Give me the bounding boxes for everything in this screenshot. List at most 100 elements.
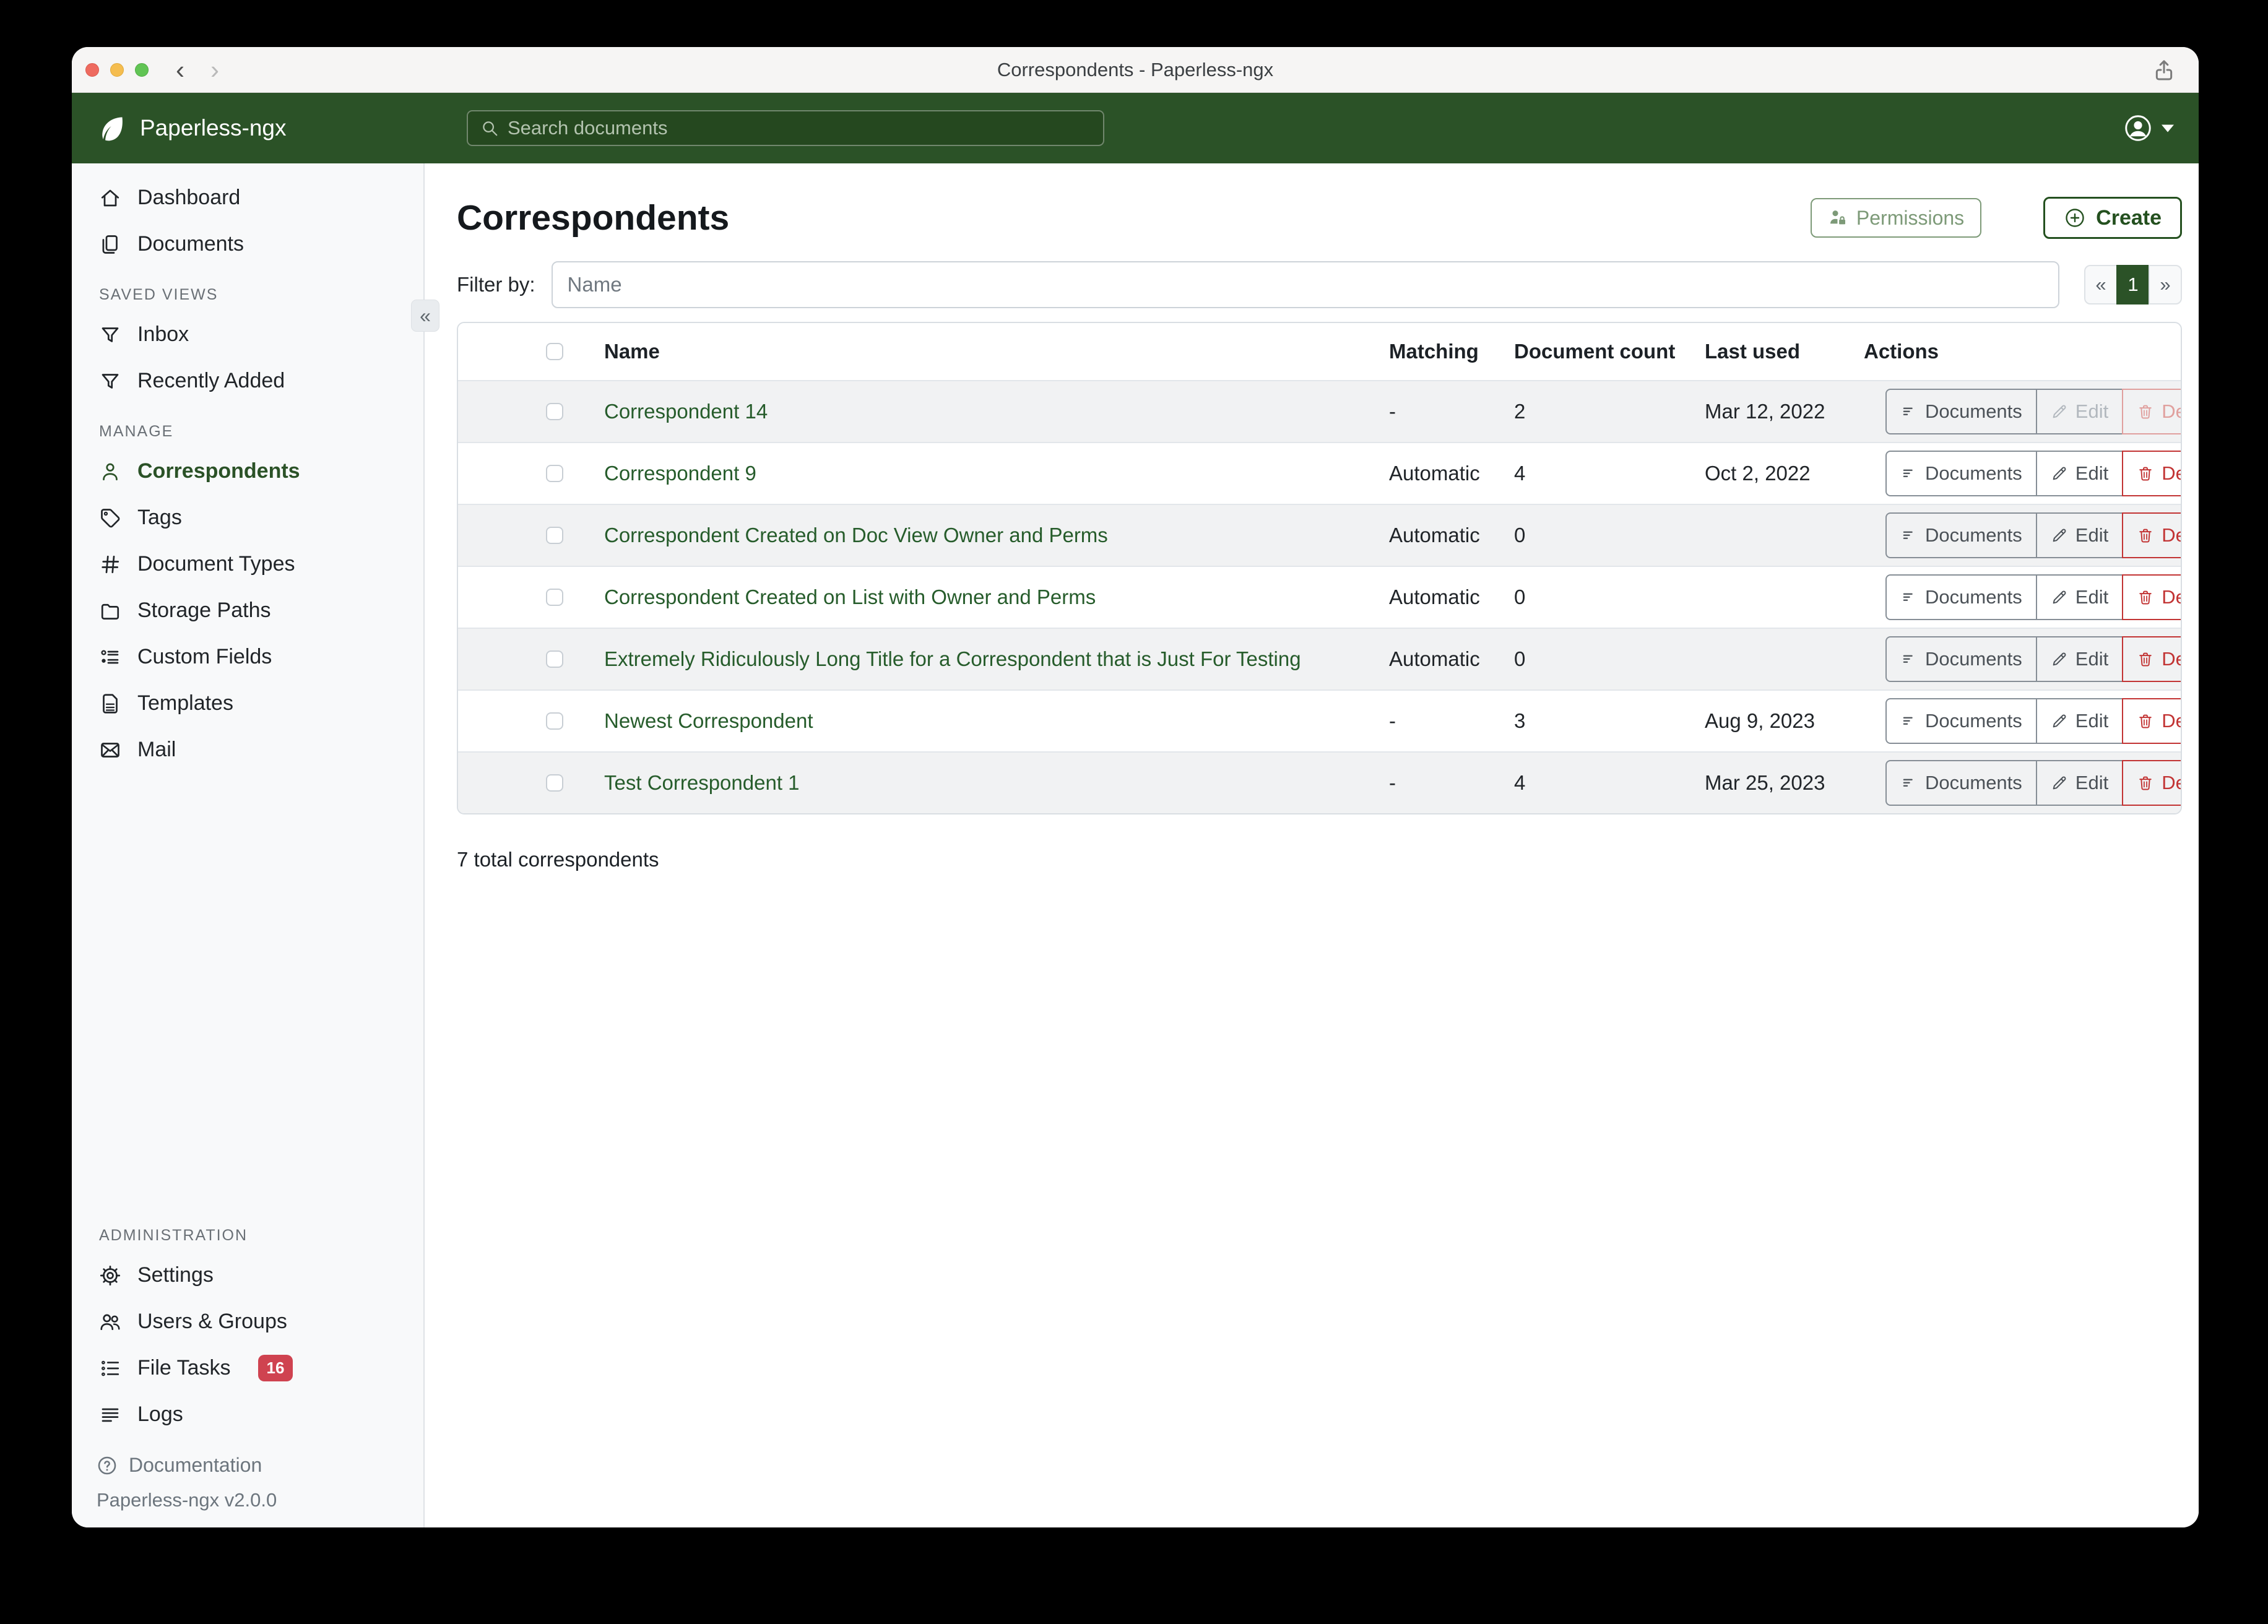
global-search[interactable] xyxy=(467,110,1104,146)
pagination-next-button[interactable]: » xyxy=(2149,265,2182,304)
correspondent-link[interactable]: Correspondent 14 xyxy=(604,400,768,423)
delete-button[interactable]: Delete xyxy=(2122,760,2181,806)
select-all-checkbox[interactable] xyxy=(546,343,563,360)
correspondents-table: Name Matching Document count Last used A… xyxy=(457,322,2182,814)
header-document-count: Document count xyxy=(1514,340,1676,363)
funnel-icon xyxy=(99,370,121,392)
trash-icon xyxy=(2137,774,2154,792)
edit-button[interactable]: Edit xyxy=(2035,389,2124,434)
row-checkbox[interactable] xyxy=(546,527,563,544)
permissions-button[interactable]: Permissions xyxy=(1810,198,1982,238)
sidebar-item-settings[interactable]: Settings xyxy=(72,1252,423,1298)
documents-button[interactable]: Documents xyxy=(1885,760,2037,806)
edit-button[interactable]: Edit xyxy=(2035,512,2124,558)
home-icon xyxy=(99,187,121,209)
row-checkbox[interactable] xyxy=(546,589,563,606)
correspondent-link[interactable]: Newest Correspondent xyxy=(604,709,813,732)
edit-button[interactable]: Edit xyxy=(2035,451,2124,496)
documents-button[interactable]: Documents xyxy=(1885,574,2037,620)
top-navbar: Paperless-ngx xyxy=(72,93,2199,163)
correspondent-link[interactable]: Correspondent Created on List with Owner… xyxy=(604,585,1096,608)
app-version: Paperless-ngx v2.0.0 xyxy=(97,1489,277,1511)
documents-button[interactable]: Documents xyxy=(1885,451,2037,496)
sidebar-section-header: ADMINISTRATION xyxy=(99,1227,248,1244)
delete-button[interactable]: Delete xyxy=(2122,636,2181,682)
fields-icon xyxy=(99,646,121,668)
documentation-label: Documentation xyxy=(129,1454,262,1476)
matching-cell: - xyxy=(1389,771,1396,794)
row-checkbox[interactable] xyxy=(546,774,563,792)
delete-button[interactable]: Delete xyxy=(2122,512,2181,558)
documents-button[interactable]: Documents xyxy=(1885,389,2037,434)
documents-button[interactable]: Documents xyxy=(1885,636,2037,682)
sidebar-spacer xyxy=(72,773,423,1208)
trash-icon xyxy=(2137,527,2154,544)
sidebar-item-logs[interactable]: Logs xyxy=(72,1391,423,1438)
sidebar-item-templates[interactable]: Templates xyxy=(72,680,423,727)
sidebar-item-custom-fields[interactable]: Custom Fields xyxy=(72,634,423,680)
close-window-button[interactable] xyxy=(85,63,99,77)
folder-icon xyxy=(99,600,121,622)
row-checkbox[interactable] xyxy=(546,465,563,482)
matching-cell: Automatic xyxy=(1389,585,1480,608)
matching-cell: - xyxy=(1389,709,1396,732)
sidebar-item-mail[interactable]: Mail xyxy=(72,727,423,773)
sidebar-item-document-types[interactable]: Document Types xyxy=(72,541,423,587)
document-count-cell: 2 xyxy=(1514,400,1526,423)
window-titlebar: ‹ › Correspondents - Paperless-ngx xyxy=(72,47,2199,93)
sidebar-item-recently-added[interactable]: Recently Added xyxy=(72,358,423,404)
edit-button[interactable]: Edit xyxy=(2035,698,2124,744)
pagination-page-1[interactable]: 1 xyxy=(2116,265,2150,304)
last-used-cell: Mar 25, 2023 xyxy=(1705,771,1825,794)
share-icon[interactable] xyxy=(2152,58,2176,82)
header-name: Name xyxy=(604,340,660,363)
correspondent-link[interactable]: Correspondent 9 xyxy=(604,462,756,485)
sidebar-item-file-tasks[interactable]: File Tasks 16 xyxy=(72,1345,423,1391)
user-menu[interactable] xyxy=(2124,93,2174,163)
row-checkbox[interactable] xyxy=(546,712,563,730)
table-row: Correspondent Created on List with Owner… xyxy=(458,566,2181,628)
matching-cell: - xyxy=(1389,400,1396,423)
documents-button[interactable]: Documents xyxy=(1885,698,2037,744)
sidebar-item-inbox[interactable]: Inbox xyxy=(72,311,423,358)
row-checkbox[interactable] xyxy=(546,403,563,420)
document-count-cell: 0 xyxy=(1514,647,1526,670)
delete-button[interactable]: Delete xyxy=(2122,574,2181,620)
browser-back-button[interactable]: ‹ xyxy=(176,55,184,84)
browser-forward-button[interactable]: › xyxy=(210,55,219,84)
document-count-cell: 0 xyxy=(1514,524,1526,546)
pencil-icon xyxy=(2051,774,2068,792)
correspondent-link[interactable]: Correspondent Created on Doc View Owner … xyxy=(604,524,1108,546)
sidebar-item-correspondents[interactable]: Correspondents xyxy=(72,448,423,495)
document-count-cell: 0 xyxy=(1514,585,1526,608)
sidebar-item-storage-paths[interactable]: Storage Paths xyxy=(72,587,423,634)
minimize-window-button[interactable] xyxy=(110,63,124,77)
matching-cell: Automatic xyxy=(1389,524,1480,546)
sidebar-item-tags[interactable]: Tags xyxy=(72,495,423,541)
sidebar-item-dashboard[interactable]: Dashboard xyxy=(72,175,423,221)
brand[interactable]: Paperless-ngx xyxy=(98,114,287,142)
edit-button[interactable]: Edit xyxy=(2035,574,2124,620)
documentation-link[interactable]: Documentation xyxy=(97,1454,423,1477)
total-count: 7 total correspondents xyxy=(457,848,659,871)
correspondent-link[interactable]: Extremely Ridiculously Long Title for a … xyxy=(604,647,1301,670)
documents-button[interactable]: Documents xyxy=(1885,512,2037,558)
create-button[interactable]: Create xyxy=(2043,197,2182,239)
sidebar-item-documents[interactable]: Documents xyxy=(72,221,423,267)
zoom-window-button[interactable] xyxy=(135,63,149,77)
trash-icon xyxy=(2137,650,2154,668)
search-input[interactable] xyxy=(508,117,1091,139)
row-checkbox[interactable] xyxy=(546,650,563,668)
delete-button[interactable]: Delete xyxy=(2122,698,2181,744)
delete-button[interactable]: Delete xyxy=(2122,389,2181,434)
sidebar-item-users-groups[interactable]: Users & Groups xyxy=(72,1298,423,1345)
edit-button[interactable]: Edit xyxy=(2035,760,2124,806)
filter-name-input[interactable] xyxy=(551,261,2059,308)
pagination-prev-button[interactable]: « xyxy=(2084,265,2118,304)
filter-by-label: Filter by: xyxy=(457,273,535,296)
person-icon xyxy=(99,460,121,483)
delete-button[interactable]: Delete xyxy=(2122,451,2181,496)
sidebar-collapse-button[interactable]: « xyxy=(411,300,439,332)
correspondent-link[interactable]: Test Correspondent 1 xyxy=(604,771,800,794)
edit-button[interactable]: Edit xyxy=(2035,636,2124,682)
